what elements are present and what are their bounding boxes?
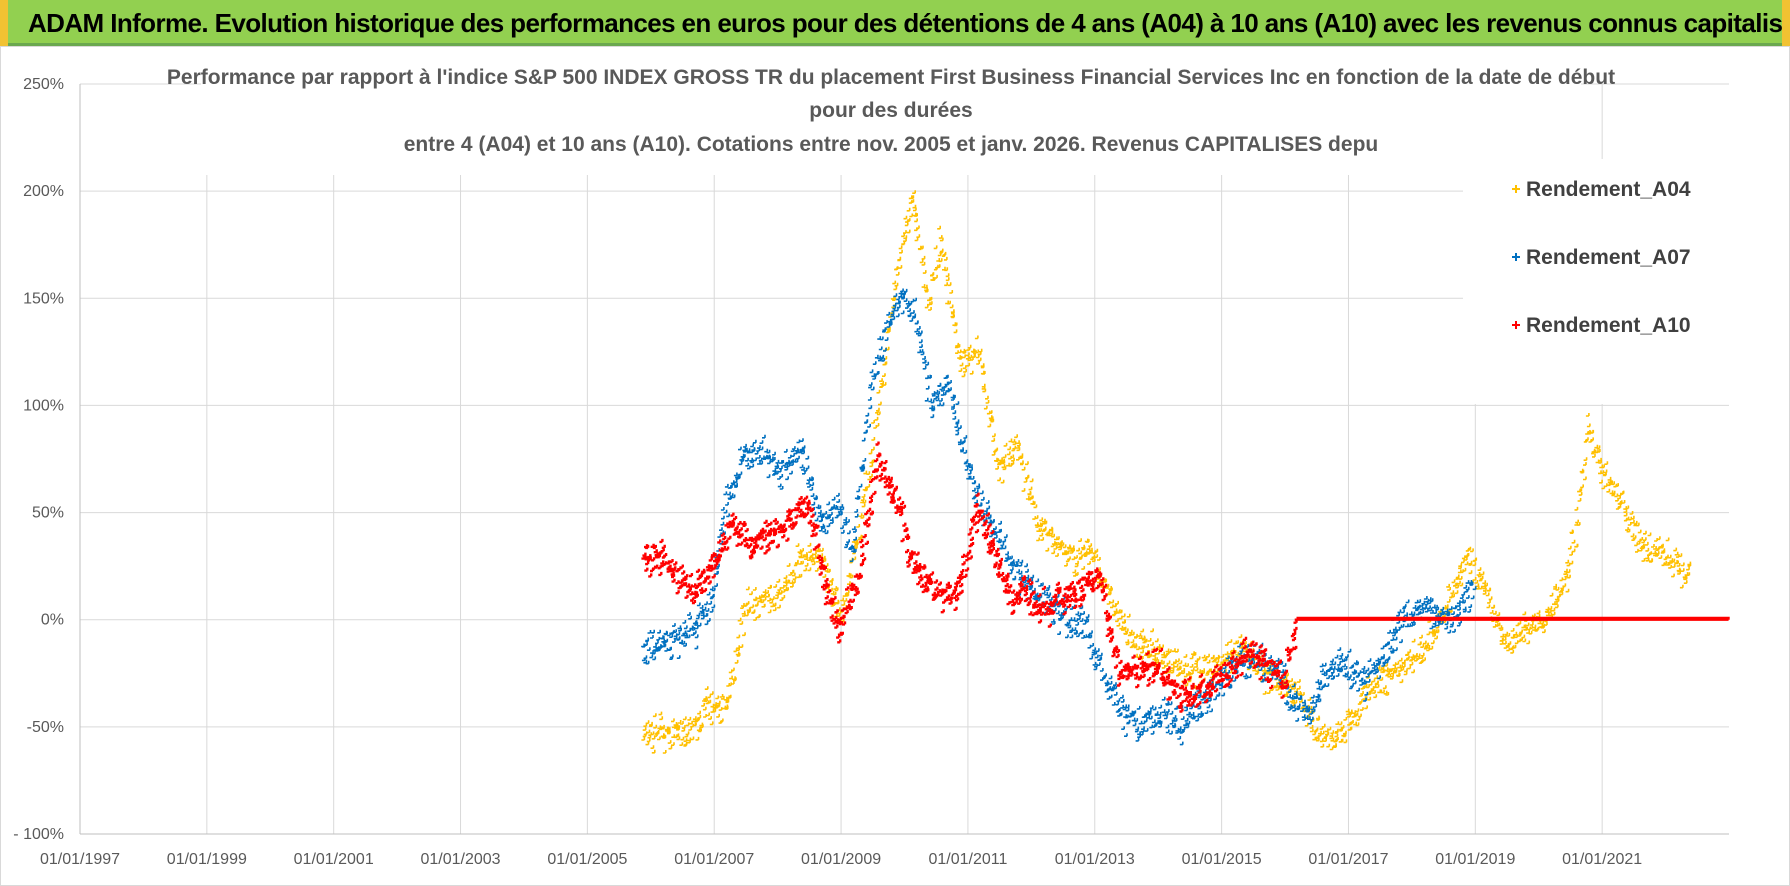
y-tick-label: -50% <box>27 719 64 736</box>
x-tick-label: 01/01/2015 <box>1182 851 1262 868</box>
series-rendement-a10 <box>641 441 1730 713</box>
legend-label: Rendement_A07 <box>1526 246 1691 269</box>
legend-background <box>1463 159 1733 404</box>
legend-marker <box>1512 185 1520 193</box>
legend-marker <box>1512 321 1520 329</box>
series-points <box>641 441 1730 713</box>
banner-accent-left <box>0 0 8 46</box>
x-tick-label: 01/01/2009 <box>801 851 881 868</box>
legend-item: Rendement_A10 <box>1512 314 1691 337</box>
x-tick-label: 01/01/2007 <box>674 851 754 868</box>
x-tick-label: 01/01/2017 <box>1308 851 1388 868</box>
x-tick-label: 01/01/2003 <box>420 851 500 868</box>
page-banner: ADAM Informe. Evolution historique des p… <box>0 0 1790 46</box>
chart-area: - 100% -50% 0% 50% 100% 150% 200% 250% 01/01/199… <box>0 46 1790 886</box>
scatter-chart: - 100% -50% 0% 50% 100% 150% 200% 250% 01/01/199… <box>13 55 1733 868</box>
x-tick-label: 01/01/2013 <box>1055 851 1135 868</box>
y-tick-label: 150% <box>23 290 64 307</box>
legend-marker <box>1512 253 1520 261</box>
legend-label: Rendement_A04 <box>1526 178 1691 201</box>
banner-accent-right <box>1782 0 1790 46</box>
chart-title-background <box>201 55 1581 175</box>
chart-title-line: pour des durées <box>809 99 972 122</box>
y-tick-label: 100% <box>23 397 64 414</box>
x-tick-label: 01/01/2011 <box>928 851 1007 868</box>
x-tick-label: 01/01/2001 <box>294 851 374 868</box>
x-tick-label: 01/01/2019 <box>1435 851 1515 868</box>
chart-title-line: Performance par rapport à l'indice S&P 5… <box>167 66 1615 89</box>
legend-item: Rendement_A07 <box>1512 246 1691 269</box>
series-points <box>641 288 1477 746</box>
x-tick-label: 01/01/2005 <box>547 851 627 868</box>
y-tick-label: 200% <box>23 183 64 200</box>
x-tick-label: 01/01/1999 <box>167 851 247 868</box>
y-tick-label: - 100% <box>13 826 64 843</box>
x-tick-label: 01/01/1997 <box>40 851 120 868</box>
x-tick-label: 01/01/2021 <box>1562 851 1642 868</box>
y-tick-label: 50% <box>32 505 64 522</box>
y-tick-label: 250% <box>23 76 64 93</box>
legend-label: Rendement_A10 <box>1526 314 1691 337</box>
chart-title-line: entre 4 (A04) et 10 ans (A10). Cotations… <box>404 133 1378 156</box>
banner-title: ADAM Informe. Evolution historique des p… <box>28 8 1790 38</box>
series-rendement-a07 <box>641 288 1477 746</box>
y-tick-label: 0% <box>41 612 64 629</box>
legend-item: Rendement_A04 <box>1512 178 1691 201</box>
